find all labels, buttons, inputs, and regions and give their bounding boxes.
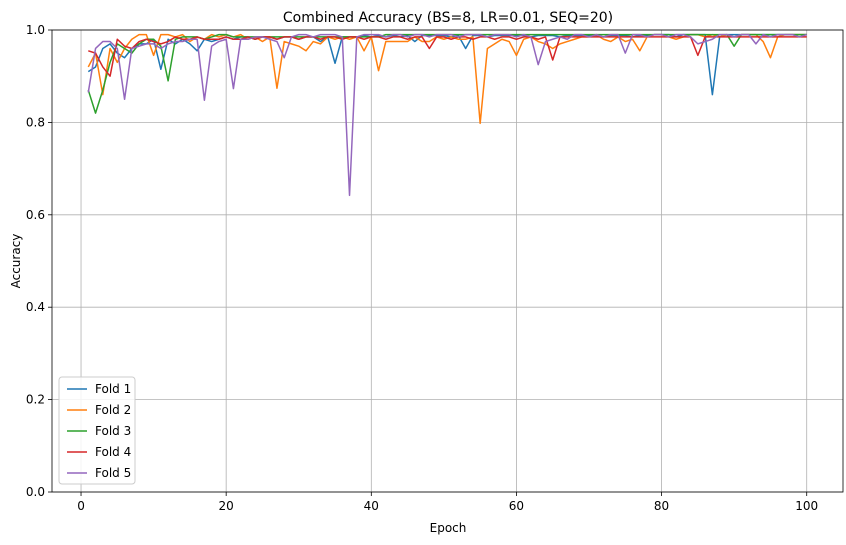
series-lines [87, 33, 807, 197]
y-tick-label: 0.6 [26, 208, 45, 222]
x-axis-label: Epoch [430, 521, 467, 535]
chart-title: Combined Accuracy (BS=8, LR=0.01, SEQ=20… [283, 10, 613, 26]
y-tick-label: 0.0 [26, 485, 45, 499]
series-line-fold-3 [87, 33, 807, 114]
x-tick-label: 20 [219, 499, 234, 513]
series-line-fold-2 [87, 33, 807, 125]
legend-label: Fold 4 [95, 445, 131, 459]
ticks: 0 20 40 60 80 100 0.0 0.2 0.4 0.6 0.8 1.0 [26, 23, 818, 513]
series-line-fold-5 [87, 33, 807, 197]
x-tick-label: 100 [795, 499, 818, 513]
x-tick-label: 40 [364, 499, 379, 513]
legend-label: Fold 2 [95, 403, 131, 417]
grid [52, 29, 843, 493]
x-tick-label: 60 [509, 499, 524, 513]
y-tick-label: 0.4 [26, 300, 45, 314]
legend-label: Fold 5 [95, 466, 131, 480]
x-tick-label: 80 [654, 499, 669, 513]
legend-label: Fold 1 [95, 382, 131, 396]
legend-box [58, 376, 136, 485]
x-tick-label: 0 [77, 499, 85, 513]
y-tick-label: 0.2 [26, 393, 45, 407]
y-axis-label: Accuracy [9, 234, 23, 289]
y-tick-label: 1.0 [26, 23, 45, 37]
legend-label: Fold 3 [95, 424, 131, 438]
plot-frame [51, 29, 844, 493]
legend: Fold 1 Fold 2 Fold 3 Fold 4 Fold 5 [58, 376, 136, 485]
y-tick-label: 0.8 [26, 115, 45, 129]
series-line-fold-4 [88, 36, 807, 77]
